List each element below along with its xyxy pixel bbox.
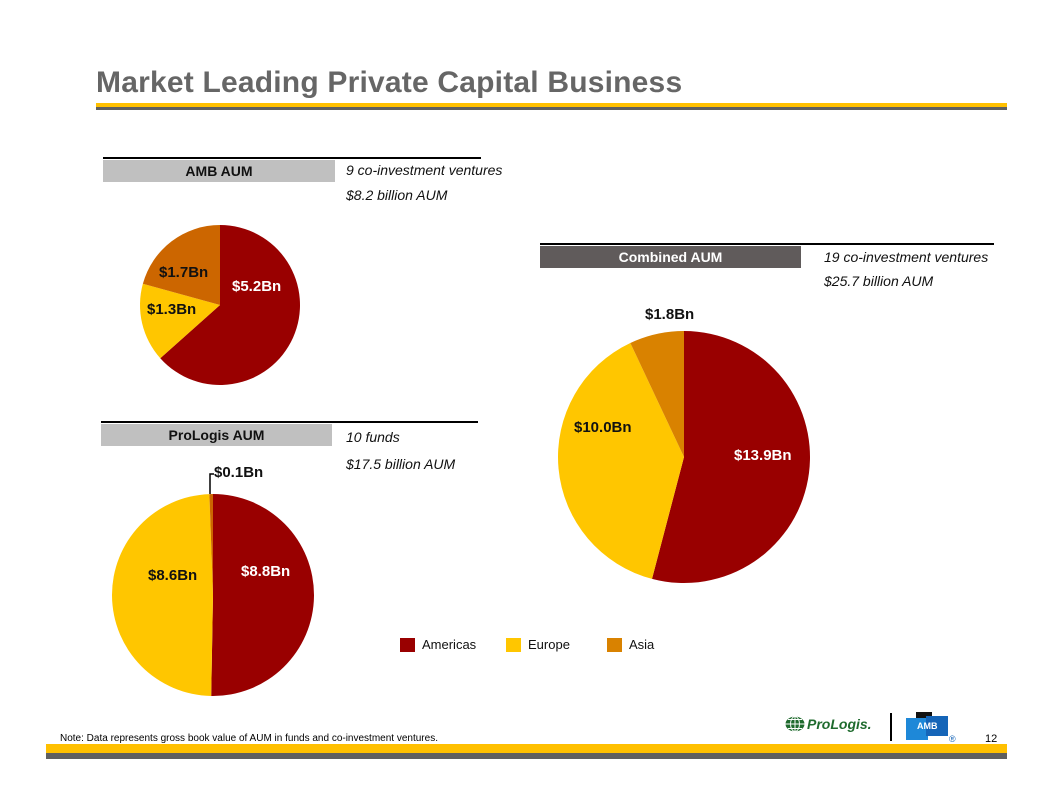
amb-label-asia: $1.7Bn	[159, 264, 209, 281]
globe-icon	[785, 716, 805, 732]
combined-aum-header: Combined AUM	[540, 246, 801, 268]
combined-label-europe: $10.0Bn	[574, 419, 632, 436]
title-rule-gold	[96, 103, 1007, 107]
amb-slice-americas	[160, 225, 300, 385]
combined-label-americas: $13.9Bn	[734, 447, 792, 464]
combined-header-rule	[540, 243, 994, 245]
prologis-label-asia: $0.1Bn	[214, 464, 264, 481]
prologis-slice-americas	[211, 494, 315, 696]
legend-swatch-americas	[400, 637, 415, 652]
amb-aum-header: AMB AUM	[103, 160, 335, 182]
combined-slice-europe	[557, 343, 684, 579]
legend-swatch-asia	[607, 637, 622, 652]
legend-label-americas: Americas	[422, 637, 477, 652]
combined-desc-line1: 19 co-investment ventures	[824, 249, 989, 265]
page-number: 12	[985, 733, 998, 745]
amb-desc-line1: 9 co-investment ventures	[346, 162, 503, 178]
prologis-logo-text: ProLogis.	[807, 716, 872, 732]
combined-aum-pie-chart	[557, 331, 810, 583]
registered-mark: ®	[949, 734, 956, 744]
legend-item-europe: Europe	[506, 637, 570, 652]
prologis-slice-asia	[209, 494, 213, 595]
footnote: Note: Data represents gross book value o…	[60, 733, 438, 744]
amb-desc-line2: $8.2 billion AUM	[346, 187, 448, 203]
legend-item-asia: Asia	[607, 637, 654, 652]
legend-item-americas: Americas	[400, 637, 476, 652]
slide-title: Market Leading Private Capital Business	[96, 66, 683, 99]
prologis-label-americas: $8.8Bn	[241, 563, 291, 580]
combined-slice-asia	[630, 331, 684, 457]
amb-aum-pie-chart	[140, 225, 300, 385]
prologis-desc-line2: $17.5 billion AUM	[346, 456, 456, 472]
prologis-label-europe: $8.6Bn	[148, 567, 198, 584]
title-rule-grey	[96, 107, 1007, 110]
prologis-aum-header: ProLogis AUM	[101, 424, 332, 446]
prologis-desc-line1: 10 funds	[346, 429, 400, 445]
amb-slice-europe	[140, 283, 220, 359]
prologis-logo: ProLogis.	[785, 716, 872, 732]
combined-slice-americas	[652, 331, 810, 583]
footer-rule-gold	[46, 744, 1007, 753]
combined-desc-line2: $25.7 billion AUM	[824, 273, 934, 289]
amb-label-americas: $5.2Bn	[232, 278, 282, 295]
prologis-header-rule	[101, 421, 478, 423]
amb-label-europe: $1.3Bn	[147, 301, 197, 318]
legend-swatch-europe	[506, 637, 521, 652]
legend-label-asia: Asia	[629, 637, 655, 652]
legend-label-europe: Europe	[528, 637, 570, 652]
amb-header-rule	[103, 157, 481, 159]
prologis-aum-pie-chart	[111, 473, 315, 696]
prologis-slice-europe	[111, 494, 213, 696]
amb-logo-blue-left	[906, 718, 928, 740]
amb-logo-black-block	[916, 712, 932, 722]
asia-leader-line	[209, 473, 214, 494]
amb-slice-asia	[142, 225, 220, 305]
amb-logo-text: AMB	[917, 721, 938, 731]
logo-divider	[890, 713, 892, 741]
amb-logo-blue-right	[926, 716, 948, 736]
footer-rule-grey	[46, 753, 1007, 759]
combined-label-asia: $1.8Bn	[645, 306, 695, 323]
amb-logo: AMB ®	[906, 712, 960, 746]
